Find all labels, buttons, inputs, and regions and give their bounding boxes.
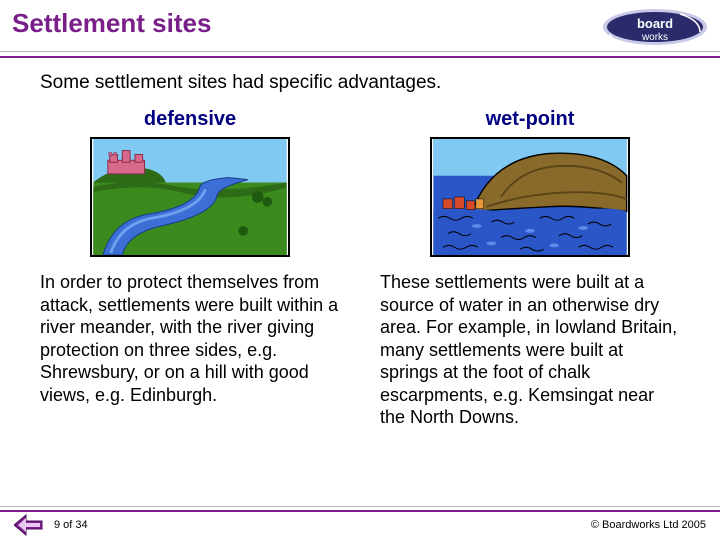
column-defensive: defensive [40, 108, 340, 429]
description-defensive: In order to protect themselves from atta… [40, 271, 340, 406]
page-number: 9 of 34 [54, 519, 88, 531]
prev-arrow-icon[interactable] [14, 513, 44, 537]
header: Settlement sites board works [0, 0, 720, 58]
heading-defensive: defensive [40, 108, 340, 131]
footer: 9 of 34 © Boardworks Ltd 2005 [0, 510, 720, 540]
heading-wetpoint: wet-point [380, 108, 680, 131]
description-wetpoint: These settlements were built at a source… [380, 271, 680, 429]
copyright: © Boardworks Ltd 2005 [591, 519, 706, 531]
svg-text:works: works [641, 32, 668, 43]
content-area: Some settlement sites had specific advan… [0, 58, 720, 429]
columns: defensive [40, 108, 680, 429]
illustration-wetpoint [430, 137, 630, 257]
svg-text:board: board [637, 16, 673, 31]
boardworks-logo: board works [600, 6, 710, 48]
intro-text: Some settlement sites had specific advan… [40, 72, 680, 94]
column-wetpoint: wet-point [380, 108, 680, 429]
illustration-defensive [90, 137, 290, 257]
